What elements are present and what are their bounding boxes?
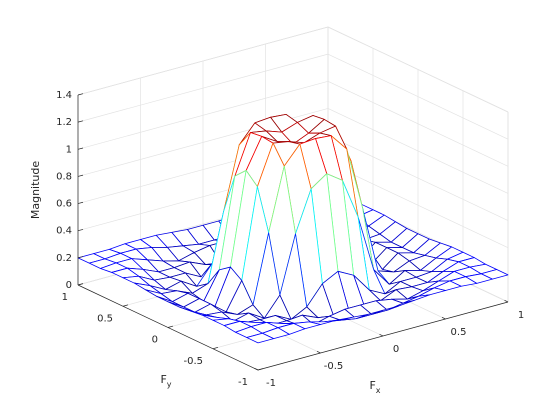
z-tick-label: 1.4 — [56, 90, 72, 101]
x-tick-label: -0.5 — [324, 361, 344, 372]
y-tick-label: 1 — [62, 292, 68, 303]
x-axis-label: Fx — [369, 379, 380, 395]
y-tick-label: -1 — [238, 377, 248, 388]
z-axis-label: Magnitude — [29, 161, 42, 220]
x-tick — [316, 350, 321, 354]
x-tick — [441, 316, 446, 320]
mesh-layer — [77, 114, 509, 344]
z-tick-label: 0.4 — [56, 226, 72, 237]
z-tick-label: 0.2 — [56, 253, 72, 264]
x-tick — [254, 367, 259, 371]
y-axis-label: Fy — [160, 373, 171, 389]
y-tick — [167, 325, 174, 328]
z-tick-label: 0.6 — [56, 199, 72, 210]
z-tick-label: 0 — [66, 280, 72, 291]
y-tick — [212, 347, 219, 350]
z-tick — [77, 201, 84, 204]
axis-layer: 0 0.2 0.4 0.6 0.8 1 1.2 1.4 -1 -0.5 0 0.5 1 -1 -0.5 0 0.… — [56, 90, 524, 389]
x-tick-label: 1 — [518, 310, 524, 321]
z-tick — [77, 256, 84, 259]
x-label-subscript: x — [376, 386, 381, 395]
x-tick-label: 0.5 — [451, 327, 467, 338]
z-tick-label: 1 — [66, 144, 72, 155]
mesh-face — [246, 332, 275, 344]
z-tick — [77, 93, 84, 96]
x-tick — [504, 299, 509, 303]
z-tick-label: 0.8 — [56, 171, 72, 182]
x-tick — [379, 333, 384, 337]
z-tick-label: 1.2 — [56, 117, 72, 128]
z-tick — [77, 120, 84, 123]
y-label-text: F — [160, 373, 166, 386]
y-tick-label: -0.5 — [183, 356, 203, 367]
y-tick — [77, 283, 84, 286]
x-tick-label: 0 — [393, 344, 399, 355]
y-tick — [122, 304, 129, 307]
y-tick — [257, 368, 264, 371]
y-tick-label: 0.5 — [97, 313, 113, 324]
x-tick-label: -1 — [266, 378, 276, 389]
z-tick — [77, 174, 84, 177]
y-label-subscript: y — [167, 380, 172, 389]
z-tick — [77, 229, 84, 232]
x-label-text: F — [369, 379, 375, 392]
y-tick-label: 0 — [152, 335, 158, 346]
z-tick — [77, 147, 84, 150]
